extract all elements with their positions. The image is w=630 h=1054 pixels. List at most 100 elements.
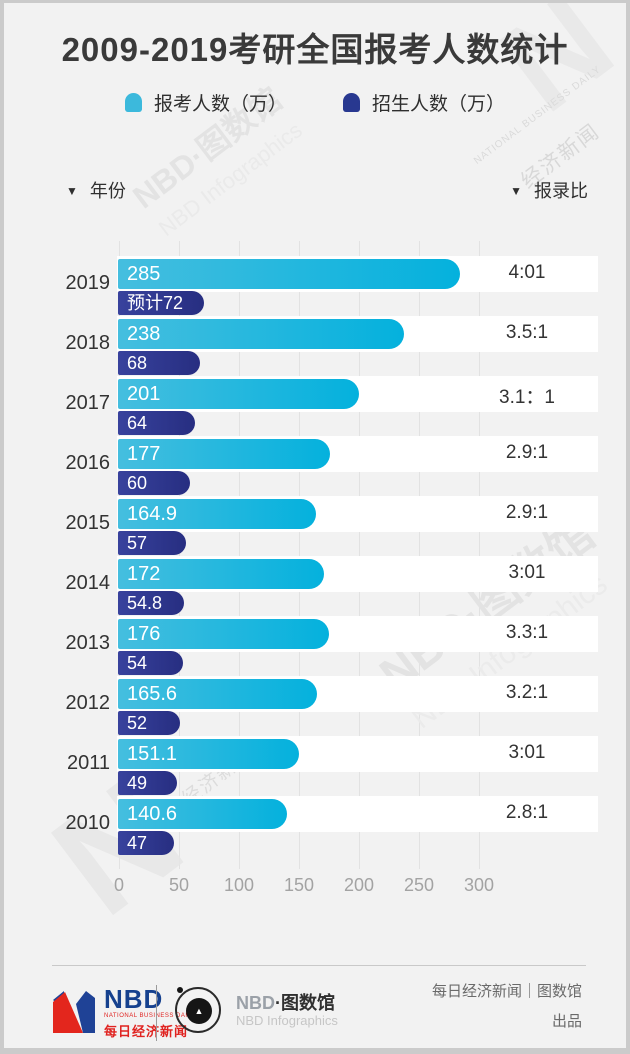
column-header-ratio: ▼ 报录比 <box>510 181 588 201</box>
gridline-200 <box>359 241 360 869</box>
ratio-value: 2.8:1 <box>505 802 549 823</box>
ratio-value: 4:01 <box>508 262 546 283</box>
footer: NBD NATIONAL BUSINESS DAILY 每日经济新闻 ▲ NBD… <box>4 983 626 1048</box>
orbit-ring <box>175 987 221 1033</box>
footer-divider <box>52 965 586 966</box>
applicants-bar-value: 238 <box>127 323 161 345</box>
year-label: 2010 <box>65 812 111 834</box>
admitted-bar-value: 68 <box>127 353 148 373</box>
footer-separator <box>156 985 157 1041</box>
applicants-bar: 201 <box>118 379 359 409</box>
x-axis-tick-200: 200 <box>343 875 375 895</box>
credit-line2: 出品 <box>551 1013 582 1030</box>
bar-chart: 0 50 100 150 200 250 300 2019 285 预计72 4:01 20… <box>4 241 626 911</box>
admitted-bar: 52 <box>118 711 180 735</box>
admitted-bar: 预计72 <box>118 291 204 315</box>
x-axis-tick-50: 50 <box>168 875 190 895</box>
gridline-150 <box>299 241 300 869</box>
ratio-value: 3.2:1 <box>505 682 549 703</box>
applicants-bar: 177 <box>118 439 330 469</box>
applicants-bar: 176 <box>118 619 329 649</box>
applicants-bar: 238 <box>118 319 404 349</box>
sort-triangle-icon: ▼ <box>66 184 78 198</box>
year-label: 2013 <box>65 632 111 654</box>
tsg-nbd: NBD <box>236 993 275 1013</box>
year-label: 2014 <box>65 572 111 594</box>
x-axis-tick-100: 100 <box>223 875 255 895</box>
applicants-bar-value: 201 <box>127 383 161 405</box>
applicants-bar: 172 <box>118 559 324 589</box>
year-label: 2012 <box>65 692 111 714</box>
admitted-bar-value: 54.8 <box>127 593 163 613</box>
admitted-bar: 68 <box>118 351 200 375</box>
applicants-bar-value: 140.6 <box>127 803 178 825</box>
year-label: 2017 <box>65 392 111 414</box>
legend-item-admitted: 招生人数（万） <box>343 89 505 116</box>
gridline-100 <box>239 241 240 869</box>
gridline-250 <box>419 241 420 869</box>
ratio-value: 3.3:1 <box>505 622 549 643</box>
admitted-bar: 57 <box>118 531 186 555</box>
ratio-value: 3:01 <box>508 742 546 763</box>
legend-item-applicants: 报考人数（万） <box>124 89 287 116</box>
admitted-bar-value: 60 <box>127 473 148 493</box>
admitted-bar-value: 64 <box>127 413 148 433</box>
x-axis-tick-150: 150 <box>283 875 315 895</box>
gridline-300 <box>479 241 480 869</box>
chart-legend: 报考人数（万） 招生人数（万） <box>4 89 626 116</box>
infographic-canvas: N NATIONAL BUSINESS DAILY 经济新闻 NBD·图数馆 N… <box>4 3 626 1048</box>
ratio-value: 2.9:1 <box>505 502 549 523</box>
admitted-bar-value: 57 <box>127 533 148 553</box>
tsg-sub: NBD Infographics <box>236 1013 338 1028</box>
credit-line1: 每日经济新闻｜图数馆 <box>431 983 582 1000</box>
nbd-logo-text: NBD NATIONAL BUSINESS DAILY 每日经济新闻 <box>104 986 195 1040</box>
legend-swatch-admitted-icon <box>343 93 360 112</box>
sort-triangle-icon: ▼ <box>510 184 522 198</box>
admitted-bar: 54 <box>118 651 183 675</box>
admitted-bar: 54.8 <box>118 591 184 615</box>
admitted-bar-value: 52 <box>127 713 148 733</box>
nbd-logo: NBD NATIONAL BUSINESS DAILY 每日经济新闻 <box>52 986 195 1040</box>
applicants-bar-value: 176 <box>127 623 161 645</box>
admitted-bar: 60 <box>118 471 190 495</box>
applicants-bar: 151.1 <box>118 739 299 769</box>
applicants-bar: 165.6 <box>118 679 317 709</box>
gridline-50 <box>179 241 180 869</box>
orbit-dot <box>177 987 183 993</box>
ratio-value: 3.5:1 <box>505 322 549 343</box>
x-axis-tick-300: 300 <box>463 875 495 895</box>
admitted-bar-value: 49 <box>127 773 148 793</box>
admitted-bar-value: 预计72 <box>127 293 184 313</box>
applicants-bar-value: 165.6 <box>127 683 178 705</box>
admitted-bar-value: 47 <box>127 833 148 853</box>
applicants-bar-value: 177 <box>127 443 161 465</box>
column-header-year: ▼ 年份 <box>66 181 126 201</box>
legend-label-applicants: 报考人数（万） <box>153 94 287 115</box>
admitted-bar: 64 <box>118 411 195 435</box>
tsg-cn: ·图数馆 <box>275 993 335 1013</box>
year-label: 2011 <box>66 752 110 774</box>
admitted-bar: 47 <box>118 831 174 855</box>
page-title: 2009-2019考研全国报考人数统计 <box>61 31 569 68</box>
applicants-bar: 164.9 <box>118 499 316 529</box>
applicants-bar: 140.6 <box>118 799 287 829</box>
infographics-wordmark: NBD·图数馆 NBD Infographics <box>236 993 338 1029</box>
admitted-bar-value: 54 <box>127 653 148 673</box>
watermark-upper-left: NBD·图数馆 <box>126 80 289 216</box>
applicants-bar-value: 285 <box>127 263 161 285</box>
ratio-value: 3:01 <box>508 562 546 583</box>
admitted-bar: 49 <box>118 771 177 795</box>
year-label: 2015 <box>65 512 111 534</box>
watermark-top-right-eng: NATIONAL BUSINESS DAILY <box>472 64 604 167</box>
orbit-core-triangle-icon: ▲ <box>186 998 212 1024</box>
legend-label-admitted: 招生人数（万） <box>372 94 506 115</box>
footer-credits: 每日经济新闻｜图数馆 出品 <box>432 983 582 1030</box>
gridline-0 <box>119 241 120 869</box>
infographics-orbit-logo-icon: ▲ <box>174 985 224 1037</box>
nbd-cn: 每日经济新闻 <box>104 1024 189 1039</box>
legend-swatch-applicants-icon <box>124 93 142 112</box>
applicants-bar-value: 164.9 <box>127 503 178 525</box>
applicants-bar-value: 151.1 <box>127 743 178 765</box>
nbd-mark-icon <box>53 991 95 1033</box>
